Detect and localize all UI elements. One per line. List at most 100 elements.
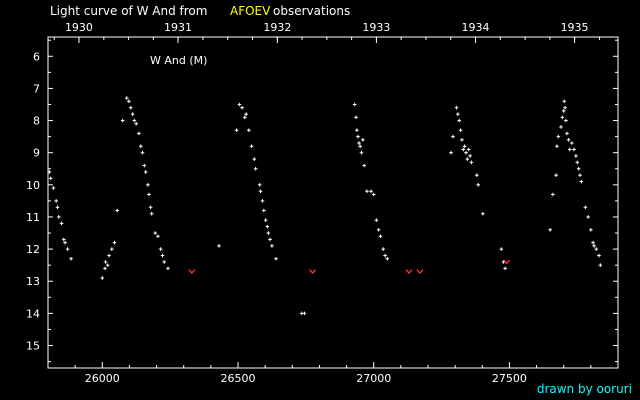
observation-point	[460, 138, 464, 142]
chart-title-suffix: observations	[273, 4, 351, 18]
observation-point	[352, 102, 357, 107]
observation-point	[576, 166, 581, 171]
chart-title-source: AFOEV	[230, 4, 271, 18]
observation-point	[166, 266, 170, 271]
star-label: W And (M)	[150, 54, 207, 67]
observation-point	[270, 244, 274, 248]
observation-point	[369, 189, 373, 194]
observation-point	[266, 231, 271, 235]
observation-point	[476, 183, 481, 187]
observation-point	[48, 176, 53, 181]
observation-point	[589, 228, 593, 232]
y-tick-label: 15	[26, 340, 40, 353]
observation-point	[54, 199, 58, 203]
observation-point	[240, 105, 244, 110]
observation-point	[575, 160, 580, 165]
observation-point	[142, 163, 147, 168]
observation-point	[548, 228, 552, 232]
y-tick-label: 8	[33, 115, 40, 128]
observation-point	[461, 147, 466, 152]
observation-point	[365, 189, 369, 194]
observation-point	[265, 224, 270, 229]
observation-point	[481, 211, 485, 216]
observation-point	[55, 205, 60, 210]
observation-point	[499, 247, 504, 251]
observation-point	[475, 173, 479, 177]
observation-point	[237, 102, 242, 107]
observation-point	[564, 118, 568, 123]
fainter-than-mark	[416, 269, 424, 275]
year-tick-label: 1933	[362, 21, 390, 34]
observation-point	[132, 118, 137, 123]
observation-point	[247, 128, 251, 132]
observation-point	[560, 115, 565, 120]
observation-point	[361, 138, 365, 142]
observation-point	[261, 208, 266, 213]
y-tick-label: 6	[33, 50, 40, 63]
plot-frame	[47, 36, 619, 369]
observation-point	[591, 240, 595, 245]
year-tick-label: 1930	[65, 21, 93, 34]
observation-point	[598, 263, 603, 267]
x-tick-label: 26500	[221, 372, 256, 385]
observation-point	[464, 150, 468, 155]
observation-point	[160, 253, 165, 258]
fainter-than-mark	[405, 269, 413, 275]
observation-point	[105, 263, 110, 267]
observation-point	[120, 118, 125, 123]
observation-point	[371, 192, 376, 197]
observation-point	[103, 266, 107, 271]
observation-point	[578, 173, 582, 177]
observation-point	[551, 192, 555, 197]
observation-point	[449, 150, 453, 155]
observation-point	[242, 115, 247, 120]
fainter-than-mark	[309, 269, 317, 275]
y-tick-label: 14	[26, 307, 40, 320]
observation-point	[586, 215, 590, 219]
observation-point	[258, 189, 263, 194]
observation-point	[253, 166, 258, 171]
observation-point	[274, 256, 278, 261]
year-tick-label: 1935	[561, 21, 589, 34]
fainter-than-mark	[503, 259, 511, 265]
year-tick-label: 1931	[164, 21, 192, 34]
observation-point	[252, 157, 257, 161]
observation-point	[112, 240, 117, 245]
observation-point	[162, 260, 166, 264]
observation-point	[559, 125, 563, 129]
observation-point	[457, 118, 462, 123]
observation-point	[302, 311, 307, 316]
observation-point	[109, 247, 114, 251]
data-points	[47, 96, 603, 316]
observation-point	[139, 144, 143, 149]
observation-point	[244, 112, 248, 116]
observation-point	[57, 215, 61, 219]
observation-point	[561, 109, 566, 113]
observation-point	[555, 144, 559, 149]
x-tick-label: 26000	[85, 372, 120, 385]
observation-point	[565, 131, 569, 136]
y-tick-label: 10	[26, 179, 40, 192]
observation-point	[597, 253, 601, 258]
x-tick-label: 27000	[356, 372, 391, 385]
observation-point	[127, 99, 131, 104]
observation-point	[107, 253, 111, 258]
observation-point	[63, 240, 67, 245]
credit-text: drawn by ooruri	[536, 382, 632, 396]
observation-point	[572, 147, 576, 152]
x-tick-label: 27500	[492, 372, 527, 385]
observation-point	[556, 134, 561, 139]
observation-point	[51, 186, 56, 190]
observation-point	[359, 150, 364, 155]
y-tick-label: 7	[33, 82, 40, 95]
observation-point	[158, 247, 163, 251]
observation-point	[354, 115, 358, 120]
observation-point	[378, 234, 383, 239]
observation-point	[374, 218, 379, 222]
observation-point	[466, 147, 471, 152]
observation-point	[257, 183, 262, 187]
observation-point	[465, 157, 470, 161]
observation-point	[128, 105, 133, 110]
y-tick-label: 13	[26, 275, 40, 288]
